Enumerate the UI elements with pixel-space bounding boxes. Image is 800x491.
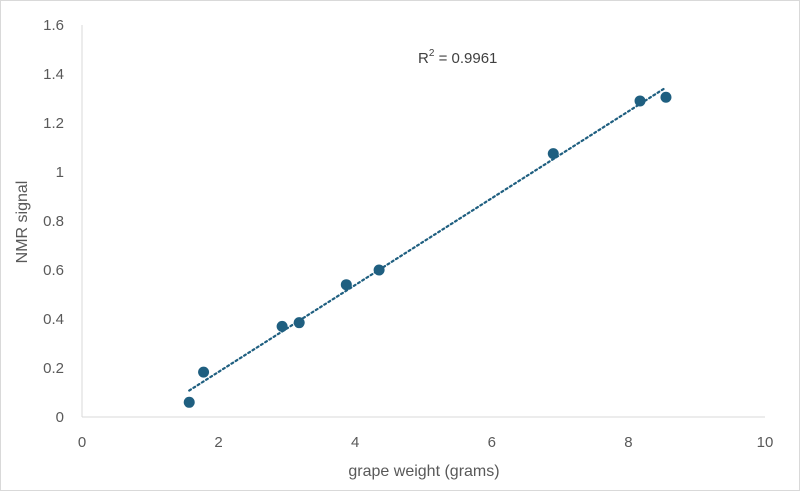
y-tick-labels: 0 0.2 0.4 0.6 0.8 1 1.2 1.4 1.6 <box>43 17 64 426</box>
y-tick-label: 1.2 <box>43 115 64 132</box>
y-tick-label: 0 <box>56 409 64 426</box>
y-tick-label: 0.2 <box>43 360 64 377</box>
data-point <box>660 91 672 103</box>
y-tick-label: 1.4 <box>43 66 64 83</box>
x-tick-label: 0 <box>78 434 86 451</box>
y-tick-label: 0.4 <box>43 311 64 328</box>
y-axis-title: NMR signal <box>14 181 31 264</box>
x-tick-label: 2 <box>214 434 222 451</box>
x-axis-title: grape weight (grams) <box>348 463 499 480</box>
x-tick-labels: 0 2 4 6 8 10 <box>78 434 774 451</box>
data-points <box>183 91 672 408</box>
y-tick-label: 1 <box>56 164 64 181</box>
axes <box>81 25 765 418</box>
x-tick-label: 4 <box>351 434 359 451</box>
y-tick-label: 0.6 <box>43 262 64 279</box>
trendline <box>188 86 668 392</box>
data-point <box>634 95 646 107</box>
data-point <box>276 320 288 332</box>
data-point <box>293 317 305 329</box>
data-point <box>340 279 352 291</box>
data-point <box>198 366 210 378</box>
x-tick-label: 8 <box>624 434 632 451</box>
x-tick-label: 10 <box>757 434 774 451</box>
r-squared-label: R <box>418 50 429 67</box>
x-tick-label: 6 <box>488 434 496 451</box>
data-point <box>373 264 385 276</box>
r-squared-annotation: R2 = 0.9961 <box>418 48 497 67</box>
r-squared-value: = 0.9961 <box>434 50 497 67</box>
data-point <box>183 396 195 408</box>
data-point <box>547 148 559 160</box>
r-squared-superscript: 2 <box>429 48 435 59</box>
y-tick-label: 1.6 <box>43 17 64 34</box>
y-tick-label: 0.8 <box>43 213 64 230</box>
